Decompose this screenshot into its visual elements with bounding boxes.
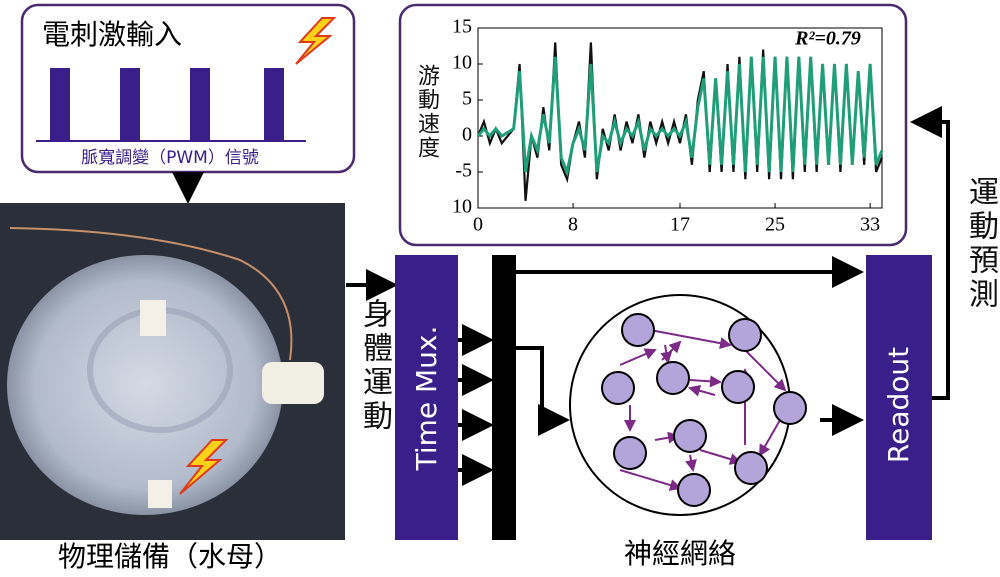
jellyfish [7, 255, 283, 515]
y-tick-label: 10 [452, 196, 472, 218]
network-label: 神經網絡 [624, 537, 736, 570]
annotation: R²=0.79 [794, 28, 861, 50]
x-tick-label: 17 [670, 214, 690, 236]
pwm-pulses [50, 68, 284, 141]
x-tick-label: 33 [860, 214, 880, 236]
x-tick-label: 8 [568, 214, 578, 236]
y-tick-label: 15 [452, 16, 472, 38]
series-line [476, 56, 884, 178]
reservoir-label: 物理儲備（水母） [58, 540, 282, 573]
arrows [458, 324, 494, 486]
y-tick-label: 5 [462, 88, 472, 110]
y-tick-label: 0 [462, 124, 472, 146]
time-mux-label: Time Mux. [410, 326, 443, 472]
input-title: 電刺激輸入 [42, 18, 182, 51]
readout [866, 255, 932, 540]
body-motion-label: 身體運動 [357, 298, 392, 434]
y-axis-label: 游動速度 [414, 64, 439, 160]
device [262, 362, 324, 404]
lightning-icon [295, 17, 337, 65]
time-mux [395, 255, 458, 540]
neurons [601, 313, 807, 507]
y-tick-label: -5 [455, 160, 472, 182]
x-tick-label: 25 [765, 214, 785, 236]
bus-bar [492, 255, 516, 540]
lightning-icon [179, 439, 229, 495]
y-tick-label: 10 [452, 52, 472, 74]
x-tick-label: 0 [473, 214, 483, 236]
motion-prediction-label: 運動預測 [963, 176, 998, 312]
input-caption: 脈寬調變（PWM）信號 [81, 148, 259, 168]
readout-label: Readout [882, 347, 915, 463]
